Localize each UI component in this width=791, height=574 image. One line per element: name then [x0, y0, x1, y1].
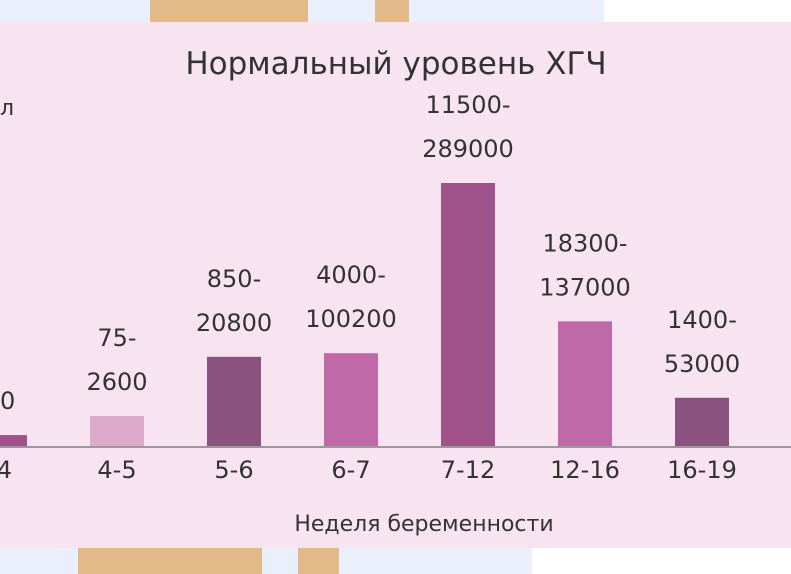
chart-title: Нормальный уровень ХГЧ — [185, 46, 606, 82]
x-tick-label-4: 7-12 — [441, 456, 495, 484]
bar-label-4-line-1: 11500- — [425, 91, 510, 119]
bar-3 — [324, 353, 378, 446]
background-block-tan-top-1 — [150, 0, 308, 22]
x-tick-label-0: -4 — [0, 456, 12, 484]
bar-label-1-line-2: 2600 — [86, 368, 147, 396]
bar-label-5-line-2: 137000 — [539, 273, 631, 301]
x-tick-label-6: 16-19 — [667, 456, 737, 484]
x-tick-label-5: 12-16 — [550, 456, 620, 484]
bar-2 — [207, 356, 261, 446]
bar-6 — [675, 397, 729, 446]
background-block-tan-bottom-1 — [78, 548, 262, 574]
x-axis-label: Неделя беременности — [294, 512, 553, 537]
bar-5 — [558, 321, 612, 446]
bar-label-6-line-1: 1400- — [667, 306, 737, 334]
x-tick-label-1: 4-5 — [97, 456, 136, 484]
chart-panel — [0, 22, 791, 548]
bar-1 — [90, 415, 144, 446]
x-tick-label-2: 5-6 — [214, 456, 253, 484]
bar-4 — [441, 183, 495, 446]
background-block-tan-bottom-2 — [298, 548, 339, 574]
bars-group: 30 75- 2600 850- 20800 4000- 100200 11500- 28900… — [0, 91, 740, 446]
bar-label-2-line-1: 850- — [207, 265, 261, 293]
bar-label-5-line-1: 18300- — [542, 229, 627, 257]
background-block-tan-top-2 — [375, 0, 409, 22]
bar-label-6-line-2: 53000 — [664, 350, 740, 378]
bar-label-2-line-2: 20800 — [196, 309, 272, 337]
bar-label-1-line-1: 75- — [97, 324, 136, 352]
bar-0 — [0, 435, 27, 446]
bar-label-4-line-2: 289000 — [422, 135, 514, 163]
bar-label-3-line-2: 100200 — [305, 305, 397, 333]
bar-label-0-line-2: 30 — [0, 387, 15, 415]
bar-label-3-line-1: 4000- — [316, 261, 386, 289]
y-axis-label: л — [0, 96, 14, 121]
x-tick-label-3: 6-7 — [331, 456, 370, 484]
